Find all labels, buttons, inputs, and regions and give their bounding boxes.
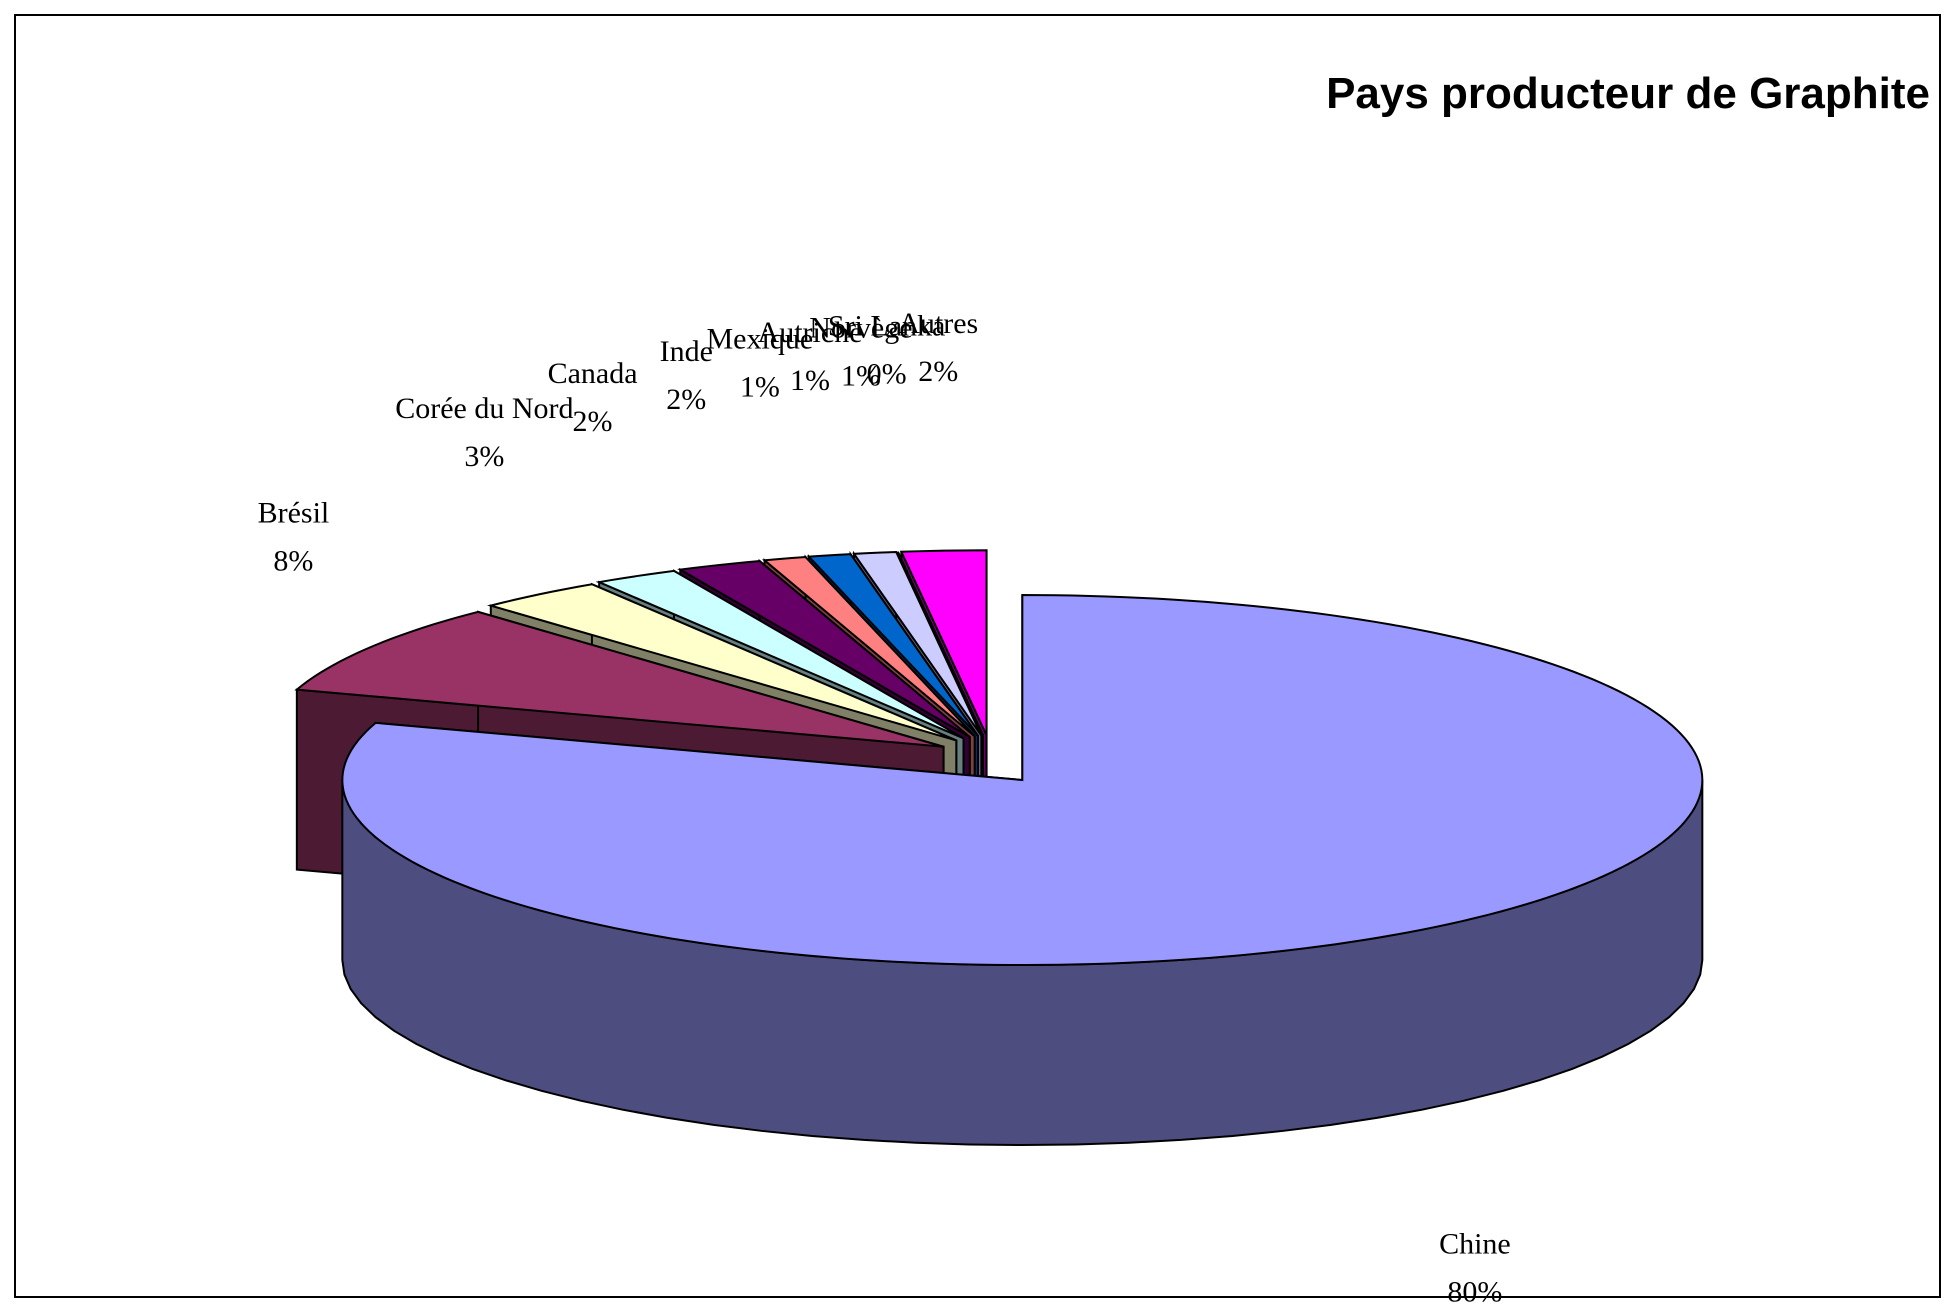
slice-value-label: 1%: [790, 364, 830, 397]
chart-title: Pays producteur de Graphite: [1326, 69, 1930, 118]
slice-label: Chine: [1439, 1227, 1511, 1260]
slice-top: [486, 583, 957, 742]
slice-label: Autriche: [758, 316, 863, 349]
slice-value-label: 3%: [464, 440, 504, 473]
slice-value-label: 8%: [273, 544, 313, 577]
slice-top: [762, 556, 976, 737]
slice-value-label: 1%: [841, 359, 881, 392]
slice-label: Norvège: [809, 311, 912, 344]
slice-top: [896, 551, 985, 736]
slice-label: Autres: [898, 307, 978, 340]
slice-top: [595, 569, 965, 740]
slice-label: Inde: [660, 335, 713, 368]
slice-label: Brésil: [258, 496, 330, 529]
slice-label: Corée du Nord: [395, 392, 573, 425]
slice-top: [899, 549, 988, 736]
slice-top: [806, 553, 979, 737]
slice-top: [341, 594, 1704, 967]
slice-value-label: 1%: [740, 371, 780, 404]
slice-value-label: 80%: [1447, 1275, 1502, 1308]
slice-top: [677, 560, 971, 738]
slice-label: Sri Lanka: [828, 309, 945, 342]
slice-value-label: 2%: [573, 405, 613, 438]
slice-value-label: 2%: [918, 355, 958, 388]
slice-label: Canada: [548, 357, 638, 390]
slice-top: [294, 610, 944, 748]
slice: [341, 594, 1704, 1147]
slice-label: Mexique: [707, 323, 814, 356]
slice-value-label: 0%: [867, 357, 907, 390]
slice-top: [852, 550, 983, 737]
slice-value-label: 2%: [666, 383, 706, 416]
